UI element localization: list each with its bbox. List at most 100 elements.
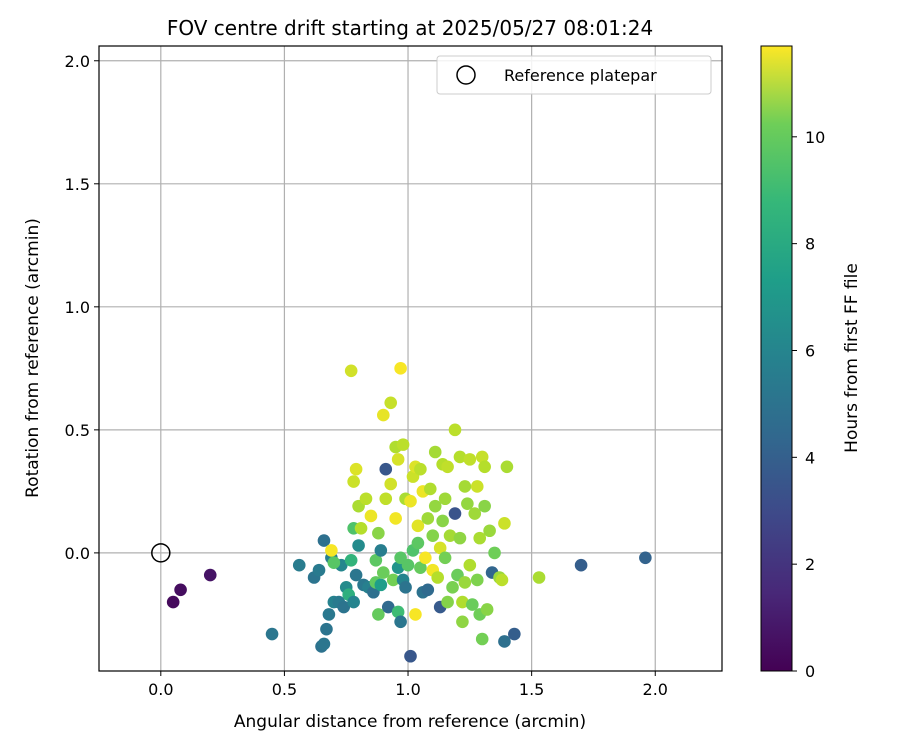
data-point — [344, 364, 358, 378]
data-point — [411, 536, 425, 550]
legend-marker — [456, 65, 476, 85]
data-point — [379, 462, 393, 476]
data-point — [372, 608, 385, 621]
data-point — [473, 531, 487, 545]
colorbar-gradient — [760, 45, 793, 672]
data-point — [458, 576, 472, 589]
data-point — [396, 438, 410, 451]
data-point — [500, 460, 514, 474]
colorbar-ticks: 0 2 4 6 8 10 — [792, 128, 825, 681]
colorbar-tick-label: 4 — [805, 448, 815, 467]
data-point — [532, 571, 546, 584]
legend-entry-reference: Reference platepar — [504, 66, 657, 85]
data-point — [317, 637, 331, 651]
data-point — [320, 622, 333, 636]
data-point — [394, 615, 407, 629]
data-point — [448, 423, 462, 437]
data-point — [349, 462, 363, 476]
y-tick-label: 2.0 — [65, 52, 90, 71]
data-point — [374, 544, 388, 557]
legend-box — [436, 55, 712, 95]
data-point — [443, 529, 457, 542]
data-point — [347, 595, 360, 609]
x-tick-label: 0.0 — [148, 680, 173, 699]
x-tick-label: 0.5 — [272, 680, 297, 699]
data-point — [401, 558, 415, 572]
data-point — [488, 546, 501, 560]
data-point — [414, 462, 427, 476]
data-point — [317, 534, 331, 547]
data-point — [483, 524, 496, 538]
data-point — [344, 553, 358, 567]
data-point — [508, 627, 521, 641]
data-point — [399, 581, 412, 594]
data-point — [495, 573, 509, 587]
data-point — [374, 578, 388, 592]
x-tick-label: 1.5 — [519, 680, 544, 699]
data-point — [359, 492, 373, 506]
colorbar-label: Hours from first FF file — [842, 263, 862, 453]
data-point — [337, 600, 351, 614]
data-point — [292, 558, 306, 572]
chart-title: FOV centre drift starting at 2025/05/27 … — [167, 16, 653, 40]
y-tick-label: 1.5 — [65, 175, 90, 194]
data-point — [409, 608, 422, 621]
x-axis-label: Angular distance from reference (arcmin) — [234, 712, 586, 732]
data-point — [458, 480, 472, 493]
y-axis-label: Rotation from reference (arcmin) — [23, 218, 43, 498]
data-point — [453, 450, 467, 464]
data-point — [470, 480, 484, 493]
data-point — [379, 492, 393, 506]
data-point — [436, 514, 449, 528]
data-point — [446, 581, 459, 594]
data-point — [461, 497, 474, 510]
data-point — [391, 453, 405, 466]
data-point — [463, 558, 477, 572]
data-point — [166, 595, 180, 609]
data-point — [389, 512, 402, 525]
data-point — [441, 595, 454, 609]
y-axis-ticks: 0.0 0.5 1.0 1.5 2.0 — [65, 52, 99, 563]
data-point — [404, 649, 417, 663]
data-point — [466, 598, 479, 611]
data-point — [419, 551, 432, 565]
data-point — [421, 583, 435, 597]
y-tick-label: 0.0 — [65, 544, 90, 563]
data-point — [426, 529, 440, 542]
data-point — [394, 362, 407, 375]
data-point — [369, 553, 383, 567]
data-point — [174, 583, 187, 597]
data-point — [475, 632, 489, 646]
data-point — [384, 396, 398, 410]
data-point — [498, 517, 511, 530]
data-point — [325, 544, 338, 557]
data-point — [574, 558, 588, 572]
data-point — [423, 482, 437, 496]
x-axis-ticks: 0.0 0.5 1.0 1.5 2.0 — [148, 671, 668, 699]
data-point — [384, 477, 398, 491]
x-tick-label: 2.0 — [643, 680, 668, 699]
data-point — [414, 561, 427, 574]
data-point — [327, 556, 341, 570]
data-point — [478, 460, 491, 474]
data-point — [312, 563, 326, 577]
data-point — [456, 595, 469, 609]
data-point — [381, 600, 395, 614]
data-point — [428, 499, 442, 513]
data-point — [377, 566, 390, 579]
data-point — [391, 561, 405, 574]
data-point — [364, 509, 378, 523]
data-point — [463, 453, 477, 466]
data-point — [639, 551, 652, 565]
x-tick-label: 1.0 — [395, 680, 420, 699]
data-point — [433, 541, 447, 555]
data-point — [354, 521, 368, 535]
data-point — [411, 519, 425, 533]
data-point — [498, 635, 511, 648]
data-point — [349, 568, 363, 582]
data-point — [468, 507, 482, 520]
data-point — [438, 492, 452, 506]
data-point — [456, 615, 469, 629]
data-points — [166, 362, 652, 663]
data-point — [322, 608, 336, 621]
